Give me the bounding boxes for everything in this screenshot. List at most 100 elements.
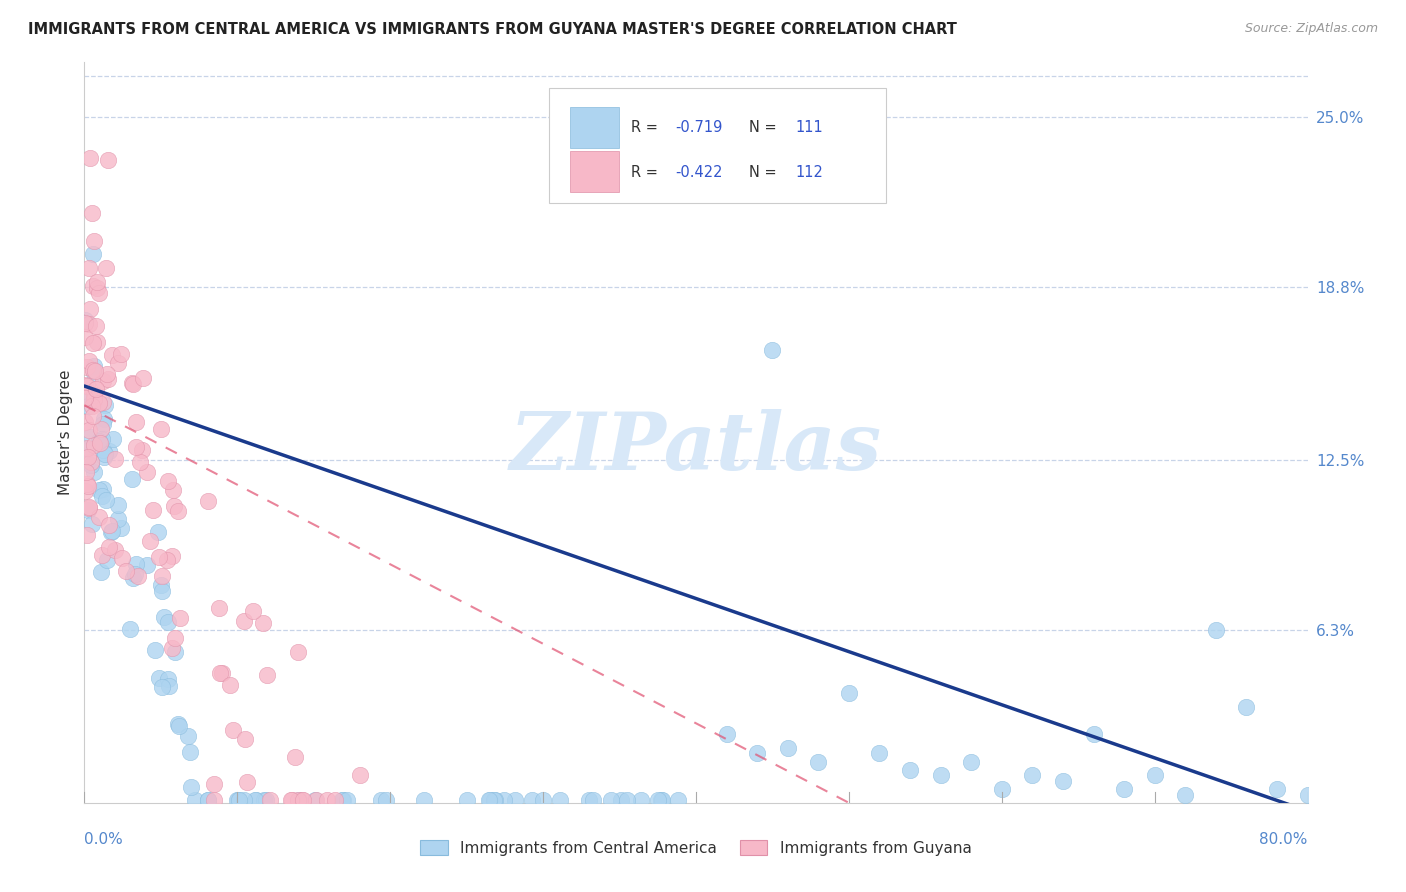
Point <box>291 793 314 807</box>
Point <box>80 458 103 473</box>
Point <box>87 395 110 409</box>
Point <box>484 793 506 807</box>
Point <box>77 261 100 276</box>
Point <box>83 465 105 479</box>
Point <box>747 747 769 761</box>
Point <box>651 793 673 807</box>
Point <box>91 482 114 496</box>
Point <box>581 793 603 807</box>
Point <box>124 566 146 581</box>
Point <box>370 793 392 807</box>
Point <box>211 666 233 681</box>
Point <box>630 793 652 807</box>
Point <box>75 484 97 499</box>
Point <box>125 557 148 571</box>
Point <box>77 317 100 331</box>
Point <box>80 516 103 531</box>
Point <box>77 500 100 514</box>
Point <box>87 286 110 301</box>
Point <box>157 672 180 686</box>
Point <box>252 615 274 630</box>
Text: N =: N = <box>748 164 780 179</box>
Point <box>838 686 860 700</box>
Point <box>991 782 1014 797</box>
Point <box>82 409 104 423</box>
Point <box>80 455 103 469</box>
Point <box>284 750 307 764</box>
Point <box>578 793 600 807</box>
Point <box>110 521 132 535</box>
Point <box>82 362 104 376</box>
Point <box>97 444 120 458</box>
Point <box>86 275 108 289</box>
Text: R =: R = <box>631 164 662 179</box>
Point <box>478 793 501 807</box>
Point <box>91 442 114 457</box>
Point <box>291 793 314 807</box>
Point <box>150 569 173 583</box>
Point <box>332 793 354 807</box>
Point <box>150 577 173 591</box>
Point <box>225 793 247 807</box>
Point <box>610 793 633 807</box>
Point <box>93 447 115 461</box>
Point <box>101 348 124 362</box>
Point <box>162 483 184 497</box>
Text: -0.422: -0.422 <box>675 164 723 179</box>
Point <box>75 313 97 327</box>
Point <box>163 499 186 513</box>
Point <box>478 793 501 807</box>
Point <box>77 399 100 413</box>
Point <box>91 417 114 431</box>
Y-axis label: Master's Degree: Master's Degree <box>58 370 73 495</box>
Point <box>77 479 100 493</box>
Point <box>90 422 112 436</box>
Point <box>336 793 359 807</box>
Point <box>91 374 114 388</box>
Point <box>93 411 115 425</box>
Point <box>97 517 120 532</box>
Point <box>103 432 125 446</box>
Point <box>79 152 101 166</box>
Point <box>76 476 98 491</box>
Point <box>121 571 143 585</box>
Point <box>100 524 122 539</box>
Point <box>77 423 100 437</box>
Text: N =: N = <box>748 120 780 135</box>
Point <box>76 360 98 375</box>
Point <box>111 551 134 566</box>
Point <box>287 793 309 807</box>
Point <box>142 503 165 517</box>
Point <box>135 558 157 573</box>
Point <box>159 679 181 693</box>
Point <box>79 301 101 316</box>
Point <box>600 793 623 807</box>
Point <box>1143 768 1166 782</box>
Point <box>83 366 105 380</box>
Point <box>82 336 104 351</box>
Point <box>121 472 143 486</box>
Point <box>153 610 176 624</box>
Text: 111: 111 <box>794 120 823 135</box>
Point <box>1265 782 1288 797</box>
Point <box>209 665 232 680</box>
Point <box>149 422 172 436</box>
FancyBboxPatch shape <box>550 88 886 203</box>
FancyBboxPatch shape <box>569 152 619 192</box>
Point <box>869 747 891 761</box>
Point <box>136 466 159 480</box>
Point <box>413 793 436 807</box>
Point <box>202 777 225 791</box>
Point <box>79 429 101 443</box>
Point <box>232 793 254 807</box>
Point <box>1114 782 1136 797</box>
Point <box>86 281 108 295</box>
Point <box>90 432 112 446</box>
Point <box>93 450 115 465</box>
Point <box>163 645 186 659</box>
Point <box>150 681 173 695</box>
Point <box>1236 699 1258 714</box>
Point <box>97 540 120 554</box>
Point <box>73 316 96 330</box>
Point <box>305 793 328 807</box>
